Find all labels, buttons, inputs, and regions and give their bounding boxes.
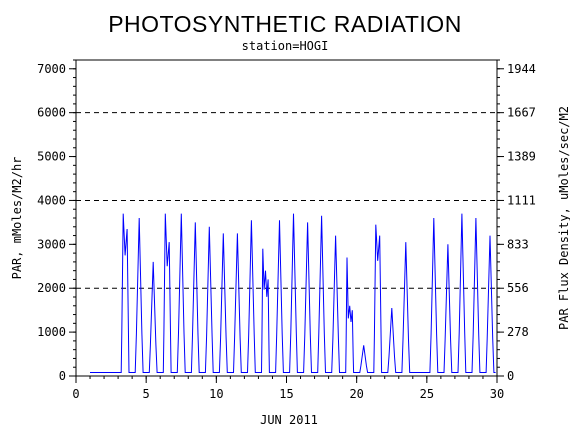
y-right-tick-label: 556: [507, 281, 529, 295]
plot-frame: [75, 59, 498, 377]
y-right-tick-label: 278: [507, 325, 529, 339]
y-right-tick-label: 1111: [507, 193, 536, 207]
x-axis-label: JUN 2011: [260, 413, 318, 427]
series-group: [90, 213, 496, 373]
y-tick-label: 6000: [37, 106, 66, 120]
y-tick-label: 5000: [37, 150, 66, 164]
x-tick-label: 20: [349, 387, 363, 401]
chart-title: PHOTOSYNTHETIC RADIATION: [108, 11, 462, 37]
grid-lines: [76, 112, 497, 289]
y-right-tick-label: 1389: [507, 150, 536, 164]
y-axis-label-left: PAR, mMoles/M2/hr: [10, 157, 24, 280]
x-tick-label: 15: [279, 387, 293, 401]
y-right-tick-label: 1667: [507, 106, 536, 120]
y-right-tick-label: 0: [507, 369, 514, 383]
x-tick-label: 5: [143, 387, 150, 401]
y-tick-label: 3000: [37, 237, 66, 251]
x-tick-label: 10: [209, 387, 223, 401]
y-tick-label: 0: [59, 369, 66, 383]
y-right-tick-label: 833: [507, 237, 529, 251]
chart-subtitle: station=HOGI: [242, 39, 329, 53]
x-tick-label: 25: [420, 387, 434, 401]
right-y-axis: 0 278 556 833 1111 1389 1667 1944: [497, 59, 536, 383]
x-axis: 0 5 10 15 20 25 30: [72, 376, 504, 401]
y-tick-label: 1000: [37, 325, 66, 339]
y-axis-label-right: PAR Flux Density, uMoles/sec/M2: [557, 106, 570, 330]
y-tick-label: 4000: [37, 193, 66, 207]
y-tick-label: 7000: [37, 62, 66, 76]
left-y-axis: 0 1000 2000 3000 4000 5000 6000 7000: [37, 59, 76, 383]
par-series-line: [90, 213, 496, 373]
x-tick-label: 0: [72, 387, 79, 401]
y-right-tick-label: 1944: [507, 62, 536, 76]
y-tick-label: 2000: [37, 281, 66, 295]
x-tick-label: 30: [490, 387, 504, 401]
